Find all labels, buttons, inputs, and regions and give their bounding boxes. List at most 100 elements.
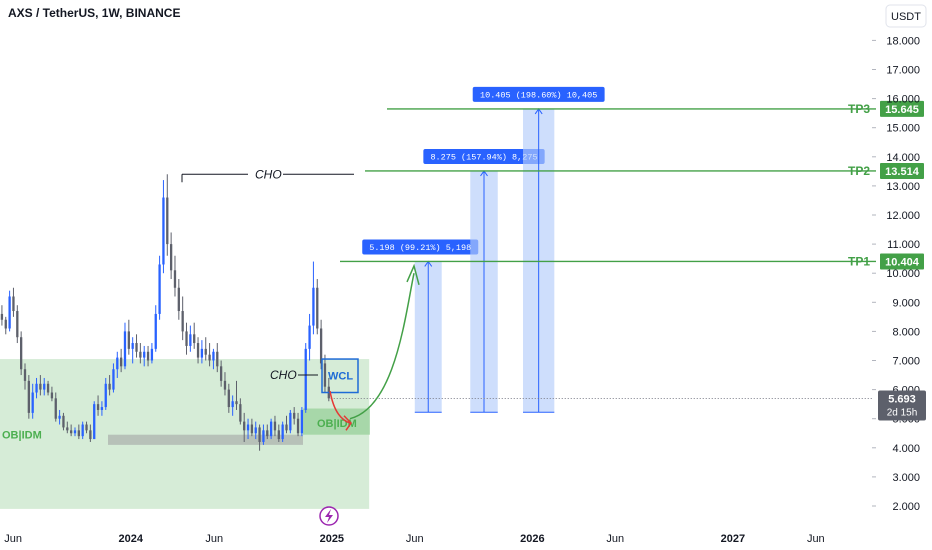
- candle-body: [27, 380, 30, 413]
- target-name-tp3: TP3: [848, 102, 870, 116]
- price-tick-label: 14.000: [886, 152, 920, 164]
- lightning-event-icon[interactable]: [319, 506, 339, 526]
- candle-body: [319, 328, 323, 364]
- price-tick-label: 3.000: [892, 472, 920, 484]
- bullish-path-arrowhead: [406, 263, 420, 286]
- candle-body: [304, 348, 307, 410]
- candle-body: [54, 398, 57, 419]
- target-price-tag-tp1: [880, 253, 924, 270]
- candle-body: [62, 415, 65, 428]
- target-price-tag-tp3: [880, 100, 924, 117]
- candle-body: [50, 392, 54, 399]
- candle-body: [19, 337, 23, 370]
- annotations: CHO CHO WCL OB|IDM OB|IDM: [2, 167, 420, 442]
- target-price-tag-tp2: [880, 162, 924, 179]
- candle-body: [204, 348, 207, 355]
- candle-body: [189, 334, 192, 346]
- target-lines: TP1 10.404 TP2 13.514 TP3 15.645: [340, 100, 924, 270]
- time-tick-label: 2024: [119, 533, 144, 545]
- candle-body: [89, 430, 92, 440]
- price-tick-label: 8.000: [892, 326, 920, 338]
- candle-body: [127, 331, 130, 349]
- candle-body: [181, 311, 184, 332]
- price-axis[interactable]: 2.0003.0004.0005.0006.0007.0008.0009.000…: [872, 35, 926, 513]
- candle-body: [66, 427, 69, 431]
- candle-body: [250, 424, 254, 434]
- candle-body: [173, 270, 177, 288]
- candle-body: [166, 197, 169, 245]
- time-tick-label: Jun: [205, 533, 223, 545]
- candles: [0, 174, 330, 451]
- candle-body: [296, 418, 300, 434]
- pullback-arrowhead: [343, 415, 352, 431]
- candle-body: [235, 401, 238, 405]
- currency-button[interactable]: USDT: [885, 4, 927, 28]
- time-axis[interactable]: Jun 2024 Jun 2025 Jun 2026 Jun 2027 Jun: [4, 533, 824, 545]
- pullback-arrow: [329, 390, 351, 424]
- target-price-tp3: 15.645: [885, 104, 919, 116]
- candle-body: [169, 244, 173, 271]
- candle-body: [266, 430, 269, 437]
- candle-body: [4, 319, 7, 329]
- candle-body: [8, 296, 11, 329]
- time-tick-label: Jun: [406, 533, 424, 545]
- time-tick-label: Jun: [606, 533, 624, 545]
- current-price-tag: [878, 390, 926, 421]
- target-name-tp2: TP2: [848, 164, 870, 178]
- candle-body: [223, 380, 227, 390]
- bullish-path-arrow: [349, 273, 415, 420]
- candle-body: [104, 383, 107, 408]
- candle-body: [96, 404, 100, 410]
- candle-body: [323, 363, 327, 387]
- cho-low-label: CHO: [270, 368, 297, 382]
- cho-high-label: CHO: [255, 167, 282, 181]
- target-price-tp2: 13.514: [885, 166, 920, 178]
- candle-body: [16, 311, 19, 338]
- candle-body: [177, 287, 180, 312]
- candle-body: [262, 430, 265, 442]
- price-tick-label: 16.000: [886, 94, 920, 106]
- candle-body: [93, 404, 96, 440]
- projection-label-bg-3: [472, 86, 605, 102]
- currency-button-label: USDT: [891, 11, 921, 23]
- candle-body: [139, 351, 142, 358]
- candle-body: [100, 407, 104, 410]
- time-tick-label: 2025: [320, 533, 344, 545]
- price-tick-label: 13.000: [886, 181, 920, 193]
- candle-body: [300, 409, 304, 434]
- price-tick-label: 7.000: [892, 356, 920, 368]
- candle-body: [0, 313, 4, 320]
- time-tick-label: 2027: [721, 533, 745, 545]
- candle-body: [135, 343, 138, 352]
- candle-body: [85, 424, 88, 431]
- price-tick-label: 15.000: [886, 123, 920, 135]
- candle-body: [150, 348, 154, 361]
- candle-body: [277, 430, 280, 440]
- candle-body: [258, 427, 261, 442]
- candle-body: [77, 430, 80, 437]
- candle-body: [154, 313, 157, 349]
- candle-body: [216, 351, 219, 367]
- candle-body: [246, 424, 250, 431]
- candle-body: [58, 415, 61, 419]
- wcl-label: WCL: [328, 370, 353, 382]
- projection-label-2: 8.275 (157.94%) 8,275: [430, 152, 537, 162]
- candle-body: [293, 412, 296, 419]
- candle-body: [212, 351, 215, 361]
- target-name-tp1: TP1: [848, 254, 870, 268]
- candle-body: [69, 430, 73, 434]
- ob-idm-label-left: OB|IDM: [2, 430, 42, 442]
- candle-body: [158, 264, 161, 314]
- projection-label-bg-1: [362, 239, 479, 255]
- projection-boxes: 5.198 (99.21%) 5,198 8.275 (157.94%) 8,27…: [362, 86, 605, 413]
- candle-body: [254, 427, 257, 434]
- candle-body: [227, 389, 230, 408]
- candle-body: [196, 343, 200, 358]
- symbol-title[interactable]: AXS / TetherUS, 1W, BINANCE: [8, 6, 180, 20]
- price-tick-label: 9.000: [892, 297, 920, 309]
- price-tick-label: 10.000: [886, 268, 920, 280]
- price-tick-label: 18.000: [886, 35, 920, 47]
- target-price-tp1: 10.404: [885, 256, 920, 268]
- candle-body: [231, 401, 234, 408]
